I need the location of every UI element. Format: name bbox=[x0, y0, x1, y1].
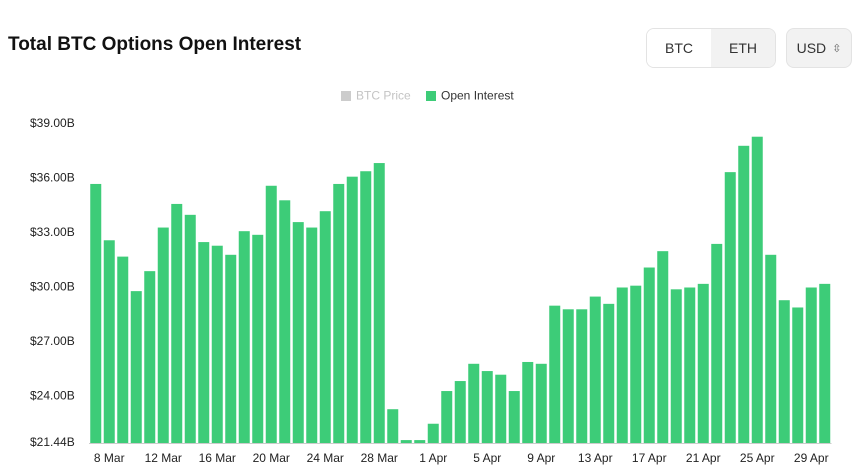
bar bbox=[117, 256, 129, 443]
bar bbox=[792, 307, 804, 443]
x-tick-label: 16 Mar bbox=[199, 451, 236, 465]
bar bbox=[670, 289, 682, 443]
bar bbox=[711, 243, 723, 443]
bar bbox=[400, 440, 412, 443]
toggle-button[interactable]: ETH bbox=[711, 29, 775, 67]
currency-label: USD bbox=[796, 40, 827, 56]
bar bbox=[441, 391, 453, 443]
bar bbox=[360, 171, 372, 443]
x-tick-label: 28 Mar bbox=[361, 451, 398, 465]
bar bbox=[184, 214, 196, 443]
bar bbox=[130, 291, 142, 443]
bar bbox=[252, 234, 264, 443]
y-tick-label: $33.00B bbox=[30, 225, 75, 239]
bar bbox=[103, 240, 115, 443]
bar bbox=[225, 254, 237, 443]
legend-swatch bbox=[341, 91, 351, 101]
bar bbox=[144, 271, 156, 443]
currency-select[interactable]: USD ⇳ bbox=[786, 28, 852, 68]
bar bbox=[751, 136, 763, 443]
bar bbox=[265, 185, 277, 443]
bar bbox=[589, 296, 601, 443]
bar bbox=[171, 203, 183, 443]
bar bbox=[724, 172, 736, 443]
x-tick-label: 25 Apr bbox=[740, 451, 775, 465]
bar bbox=[495, 374, 507, 443]
bar bbox=[468, 363, 480, 443]
bar bbox=[319, 211, 331, 443]
bar bbox=[576, 309, 588, 443]
y-tick-label: $36.00B bbox=[30, 171, 75, 185]
bar bbox=[805, 287, 817, 443]
bar bbox=[414, 440, 426, 443]
x-tick-label: 21 Apr bbox=[686, 451, 721, 465]
bar bbox=[373, 163, 385, 444]
bar bbox=[603, 303, 615, 443]
bar bbox=[778, 300, 790, 443]
bar bbox=[657, 251, 669, 443]
bar bbox=[630, 285, 642, 443]
x-tick-label: 13 Apr bbox=[578, 451, 613, 465]
chevron: ⇳ bbox=[832, 42, 842, 55]
bar bbox=[346, 176, 358, 443]
x-tick-label: 29 Apr bbox=[794, 451, 829, 465]
bar bbox=[238, 231, 250, 443]
x-tick-label: 9 Apr bbox=[527, 451, 555, 465]
toggle-button[interactable]: BTC bbox=[647, 29, 711, 67]
bar bbox=[306, 227, 318, 443]
bar bbox=[697, 283, 709, 443]
chart-title: Total BTC Options Open Interest bbox=[8, 34, 302, 55]
bar bbox=[198, 242, 210, 443]
legend-label: BTC Price bbox=[356, 89, 411, 103]
bar bbox=[684, 287, 696, 443]
x-tick-label: 1 Apr bbox=[419, 451, 447, 465]
bar bbox=[333, 183, 345, 444]
bar bbox=[454, 381, 466, 443]
bar bbox=[508, 391, 520, 443]
y-tick-label: $39.00B bbox=[30, 116, 75, 130]
bar bbox=[819, 283, 831, 443]
bar bbox=[292, 222, 304, 443]
bar bbox=[387, 409, 399, 443]
y-tick-label: $27.00B bbox=[30, 334, 75, 348]
bar bbox=[211, 245, 223, 443]
bar bbox=[279, 200, 291, 443]
x-tick-label: 8 Mar bbox=[94, 451, 125, 465]
legend-swatch bbox=[426, 91, 436, 101]
bar bbox=[157, 227, 169, 443]
bar bbox=[535, 363, 547, 443]
y-tick-label: $30.00B bbox=[30, 280, 75, 294]
x-tick-label: 20 Mar bbox=[253, 451, 290, 465]
x-tick-label: 5 Apr bbox=[473, 451, 501, 465]
bar bbox=[738, 145, 750, 443]
y-tick-label: $21.44B bbox=[30, 435, 75, 449]
bar bbox=[481, 371, 493, 443]
bar bbox=[765, 254, 777, 443]
bar bbox=[562, 309, 574, 443]
bar bbox=[90, 183, 102, 444]
x-tick-label: 24 Mar bbox=[307, 451, 344, 465]
x-tick-label: 12 Mar bbox=[145, 451, 182, 465]
y-tick-label: $24.00B bbox=[30, 389, 75, 403]
bar bbox=[522, 361, 534, 443]
legend-label: Open Interest bbox=[441, 89, 514, 103]
coin-toggle: BTC ETH bbox=[646, 28, 776, 68]
bar bbox=[643, 267, 655, 443]
bar bbox=[427, 423, 439, 443]
bar bbox=[616, 287, 628, 443]
bar bbox=[549, 305, 561, 443]
x-tick-label: 17 Apr bbox=[632, 451, 667, 465]
